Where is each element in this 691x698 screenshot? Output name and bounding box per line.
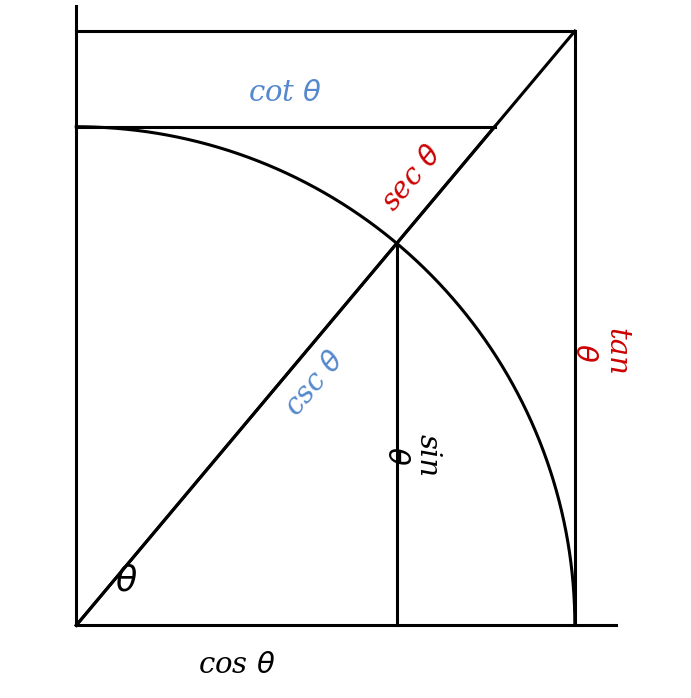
Text: sec $\theta$: sec $\theta$ (377, 140, 448, 217)
Text: csc $\theta$: csc $\theta$ (280, 346, 350, 422)
Text: tan
$\theta$: tan $\theta$ (569, 328, 630, 376)
Text: sin
$\theta$: sin $\theta$ (381, 434, 442, 477)
Text: $\theta$: $\theta$ (115, 563, 138, 597)
Text: cos $\theta$: cos $\theta$ (198, 651, 275, 678)
Text: cot $\theta$: cot $\theta$ (248, 79, 323, 107)
